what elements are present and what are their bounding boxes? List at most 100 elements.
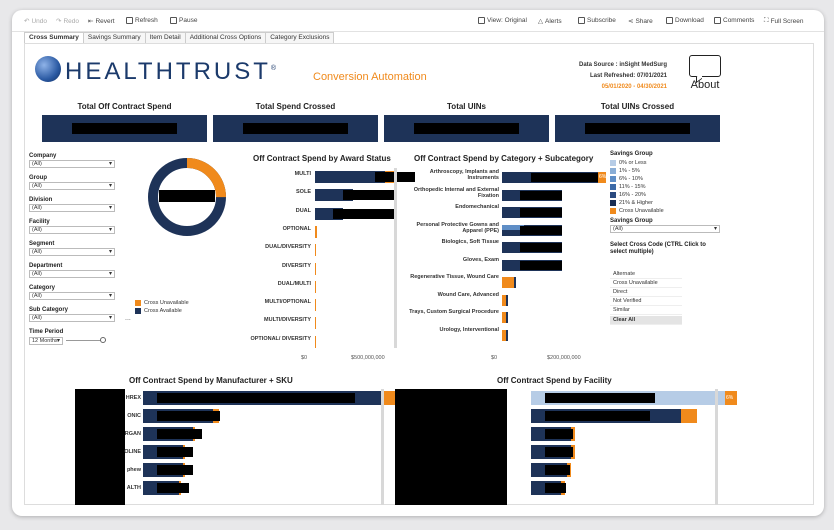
globe-logo-icon: [35, 56, 61, 82]
legend-swatch: [610, 208, 616, 214]
category-select[interactable]: (All): [29, 292, 115, 300]
redacted-bar: [157, 465, 193, 475]
redacted-bar: [520, 190, 562, 200]
redacted-bar: [545, 465, 571, 475]
download-icon: [666, 17, 673, 24]
manufacturer-label-2: RGAN: [124, 431, 141, 437]
filter-label-department: Department: [29, 263, 63, 269]
tab-additional-cross-options[interactable]: Additional Cross Options: [184, 32, 267, 43]
tab-cross-summary[interactable]: Cross Summary: [24, 32, 84, 43]
redacted-value: [243, 123, 348, 134]
award-bar-available: [315, 280, 316, 293]
page-title: Conversion Automation: [313, 71, 427, 83]
view-original-button[interactable]: View: Original: [478, 17, 527, 24]
filter-label-group: Group: [29, 175, 47, 181]
share-icon: ⋖: [628, 18, 634, 25]
tab-savings-summary[interactable]: Savings Summary: [82, 32, 146, 43]
facility-bar-unavailable: [571, 427, 575, 441]
comments-button[interactable]: Comments: [714, 17, 754, 24]
award-label-4: DUAL/DIVERSITY: [265, 244, 311, 251]
data-source: Data Source : inSight MedSurg: [578, 62, 667, 68]
undo-button[interactable]: ↶ Undo: [24, 17, 47, 26]
tab-category-exclusions[interactable]: Category Exclusions: [265, 32, 335, 43]
segment-select[interactable]: (All): [29, 248, 115, 256]
about-button[interactable]: About: [689, 55, 721, 91]
toolbar: ↶ Undo ↷ Redo ⇤ Revert Refresh Pause View: …: [12, 10, 824, 32]
pause-button[interactable]: Pause: [170, 17, 197, 24]
manufacturer-chart: HREX ONIC RGAN OLINE phew ALTH: [47, 389, 405, 505]
savings-legend-item: 16% - 20%: [610, 191, 720, 199]
tab-item-detail[interactable]: Item Detail: [144, 32, 186, 43]
legend-swatch: [610, 192, 616, 198]
savings-legend-item: Cross Unavailable: [610, 207, 720, 215]
comment-icon: [714, 17, 721, 24]
download-button[interactable]: Download: [666, 17, 704, 24]
award-label-9: OPTIONAL/ DIVERSITY: [250, 335, 311, 342]
cross-code-option[interactable]: Alternate: [610, 270, 682, 279]
redo-button[interactable]: ↷ Redo: [56, 17, 79, 26]
sub-category-select[interactable]: (All): [29, 314, 115, 322]
donut-unavailable-arc: [148, 158, 226, 236]
company-select[interactable]: (All): [29, 160, 115, 168]
manufacturer-label-1: ONIC: [127, 413, 141, 419]
subscribe-button[interactable]: Subscribe: [578, 17, 616, 24]
category-label-6: Regenerative Tissue, Wound Care: [410, 274, 499, 280]
facility-chart-title: Off Contract Spend by Facility: [497, 376, 612, 385]
kpi-title-uins-crossed: Total UINs Crossed: [600, 102, 675, 111]
redacted-bar: [157, 447, 193, 457]
facility-scrollbar[interactable]: [715, 389, 718, 505]
cross-code-list: Alternate Cross Unavailable Direct Not Veri…: [610, 270, 720, 315]
refresh-button[interactable]: Refresh: [126, 17, 158, 24]
cross-code-option[interactable]: Similar: [610, 306, 682, 315]
fullscreen-button[interactable]: ⛶ Full Screen: [764, 17, 804, 25]
group-select[interactable]: (All): [29, 182, 115, 190]
more-options-icon[interactable]: ...: [125, 315, 131, 322]
redacted-bar: [157, 411, 220, 421]
facility-bar-unavailable: [725, 391, 737, 405]
redacted-bar: [545, 429, 573, 439]
facility-label-0: RDC: [517, 392, 529, 398]
savings-group-select[interactable]: (All): [610, 225, 720, 233]
redacted-bar: [520, 225, 562, 235]
filter-label-category: Category: [29, 285, 56, 291]
category-label-9: Urology, Interventional: [439, 326, 500, 333]
category-label-8: Trays, Custom Surgical Procedure: [409, 309, 499, 315]
manufacturer-label-0: HREX: [125, 395, 141, 401]
facility-label-2: RVICE NTER: [512, 428, 529, 440]
manufacturer-scrollbar[interactable]: [381, 389, 384, 505]
award-bar-available: [315, 262, 316, 275]
cross-code-option[interactable]: Cross Unavailable: [610, 279, 682, 288]
pause-icon: [170, 17, 177, 24]
department-select[interactable]: (All): [29, 270, 115, 278]
cross-code-option[interactable]: Not Verified: [610, 297, 682, 306]
slider-handle[interactable]: [100, 337, 106, 343]
revert-button[interactable]: ⇤ Revert: [88, 17, 115, 26]
savings-legend-label: 21% & Higher: [619, 200, 653, 206]
award-label-5: DIVERSITY: [281, 262, 311, 269]
division-select[interactable]: (All): [29, 204, 115, 212]
time-period-select[interactable]: 12 Months: [29, 337, 63, 345]
time-period-slider[interactable]: [66, 337, 106, 343]
category-label-0: Arthroscopy, Implants and Instruments: [429, 169, 499, 181]
cross-code-option[interactable]: Direct: [610, 288, 682, 297]
facility-bar-pct: 6%: [726, 395, 734, 401]
share-button[interactable]: ⋖ Share: [628, 17, 653, 26]
revert-icon: ⇤: [88, 18, 94, 25]
manufacturer-label-3: OLINE: [124, 449, 141, 455]
redacted-value: [159, 190, 215, 202]
legend-swatch: [610, 168, 616, 174]
undo-icon: ↶: [24, 18, 30, 25]
award-scrollbar[interactable]: [394, 168, 397, 348]
facility-select[interactable]: (All): [29, 226, 115, 234]
fullscreen-icon: ⛶: [764, 17, 769, 24]
award-label-6: DUAL/MULTI: [277, 280, 311, 287]
refresh-icon: [126, 17, 133, 24]
redacted-bar: [157, 429, 202, 439]
clear-all-button[interactable]: Clear All: [610, 316, 682, 325]
date-range: 05/01/2020 - 04/30/2021: [601, 84, 667, 90]
kpi-total-uins: [384, 115, 549, 142]
alerts-button[interactable]: △ Alerts: [538, 17, 562, 26]
facility-label-3: NTER: [514, 446, 529, 452]
filter-label-company: Company: [29, 153, 57, 159]
time-period-control: 12 Months: [29, 336, 129, 345]
